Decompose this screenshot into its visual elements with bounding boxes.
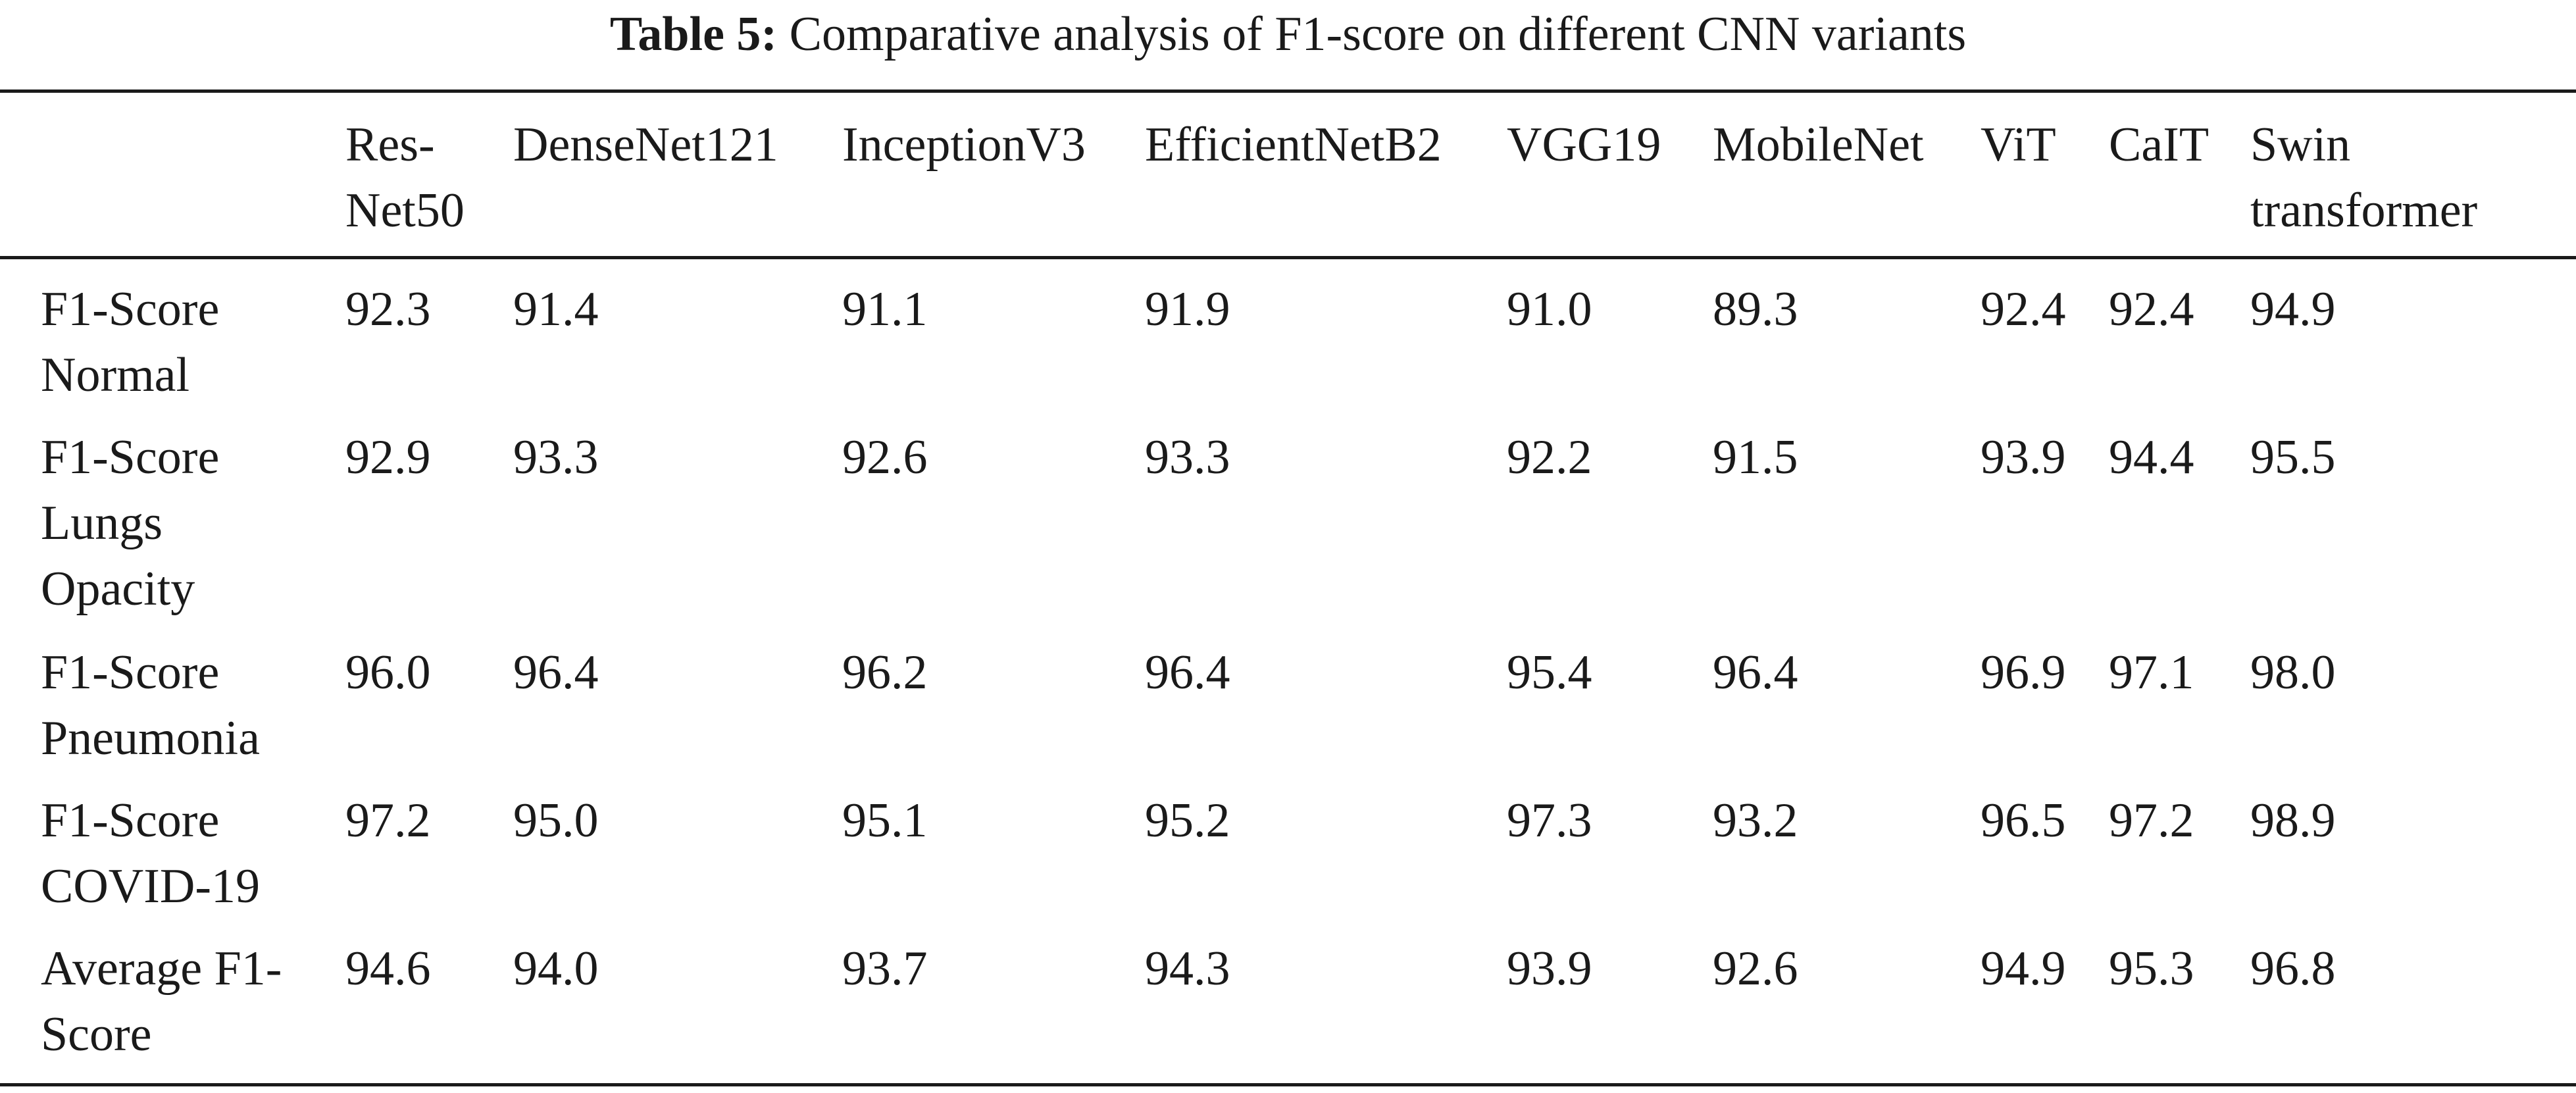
table-cell: 93.2	[1713, 794, 1798, 848]
table-cell: 94.9	[1981, 942, 2066, 996]
table-cell: 93.3	[513, 430, 599, 484]
table-top-rule	[0, 89, 2576, 93]
table-cell: 93.3	[1145, 430, 1230, 484]
table-cell: 96.4	[513, 646, 599, 699]
header-cell-efficientnetb2: EfficientNetB2	[1145, 118, 1442, 172]
row-label: F1-Score Pneumonia	[41, 646, 260, 765]
table-cell: 97.2	[2109, 794, 2194, 848]
table-cell: 97.1	[2109, 646, 2194, 699]
header-cell-swin-transformer: Swin transformer	[2250, 118, 2478, 238]
row-label: F1-Score Lungs Opacity	[41, 430, 220, 616]
table-cell: 95.2	[1145, 794, 1230, 848]
table-cell: 93.9	[1981, 430, 2066, 484]
table-cell: 95.0	[513, 794, 599, 848]
table-cell: 95.1	[842, 794, 928, 848]
table-cell: 96.0	[345, 646, 431, 699]
row-label: F1-Score Normal	[41, 282, 220, 402]
table-cell: 95.3	[2109, 942, 2194, 996]
table-cell: 92.2	[1507, 430, 1592, 484]
header-cell-vgg19: VGG19	[1507, 118, 1661, 172]
table-cell: 93.7	[842, 942, 928, 996]
table-cell: 92.4	[1981, 282, 2066, 336]
table-cell: 95.5	[2250, 430, 2336, 484]
header-cell-cait: CaIT	[2109, 118, 2210, 172]
table-cell: 94.0	[513, 942, 599, 996]
table-cell: 94.4	[2109, 430, 2194, 484]
table-cell: 97.2	[345, 794, 431, 848]
table-caption: Table 5: Comparative analysis of F1-scor…	[0, 7, 2576, 63]
header-cell-densenet121: DenseNet121	[513, 118, 778, 172]
table-cell: 97.3	[1507, 794, 1592, 848]
table-cell: 96.4	[1713, 646, 1798, 699]
header-cell-mobilenet: MobileNet	[1713, 118, 1924, 172]
table-cell: 98.9	[2250, 794, 2336, 848]
table-cell: 96.9	[1981, 646, 2066, 699]
table-cell: 91.4	[513, 282, 599, 336]
row-label: F1-Score COVID-19	[41, 794, 260, 913]
table-cell: 91.1	[842, 282, 928, 336]
table-cell: 96.5	[1981, 794, 2066, 848]
table-cell: 91.5	[1713, 430, 1798, 484]
table-cell: 92.4	[2109, 282, 2194, 336]
table-cell: 96.2	[842, 646, 928, 699]
table-cell: 91.9	[1145, 282, 1230, 336]
table-header-rule	[0, 256, 2576, 259]
table-cell: 94.6	[345, 942, 431, 996]
table-cell: 92.3	[345, 282, 431, 336]
header-cell-vit: ViT	[1981, 118, 2056, 172]
table-cell: 98.0	[2250, 646, 2336, 699]
table-cell: 94.9	[2250, 282, 2336, 336]
table-caption-text: Comparative analysis of F1-score on diff…	[777, 7, 1967, 61]
header-cell-inceptionv3: InceptionV3	[842, 118, 1086, 172]
table-cell: 96.4	[1145, 646, 1230, 699]
table-bottom-rule	[0, 1083, 2576, 1086]
table-cell: 92.6	[842, 430, 928, 484]
table-cell: 89.3	[1713, 282, 1798, 336]
table-cell: 92.9	[345, 430, 431, 484]
table-cell: 95.4	[1507, 646, 1592, 699]
table-cell: 96.8	[2250, 942, 2336, 996]
table-cell: 94.3	[1145, 942, 1230, 996]
header-cell-resnet50: Res- Net50	[345, 118, 465, 238]
table-caption-label: Table 5:	[609, 7, 778, 61]
row-label: Average F1- Score	[41, 942, 282, 1061]
table-cell: 93.9	[1507, 942, 1592, 996]
table-cell: 91.0	[1507, 282, 1592, 336]
table-cell: 92.6	[1713, 942, 1798, 996]
